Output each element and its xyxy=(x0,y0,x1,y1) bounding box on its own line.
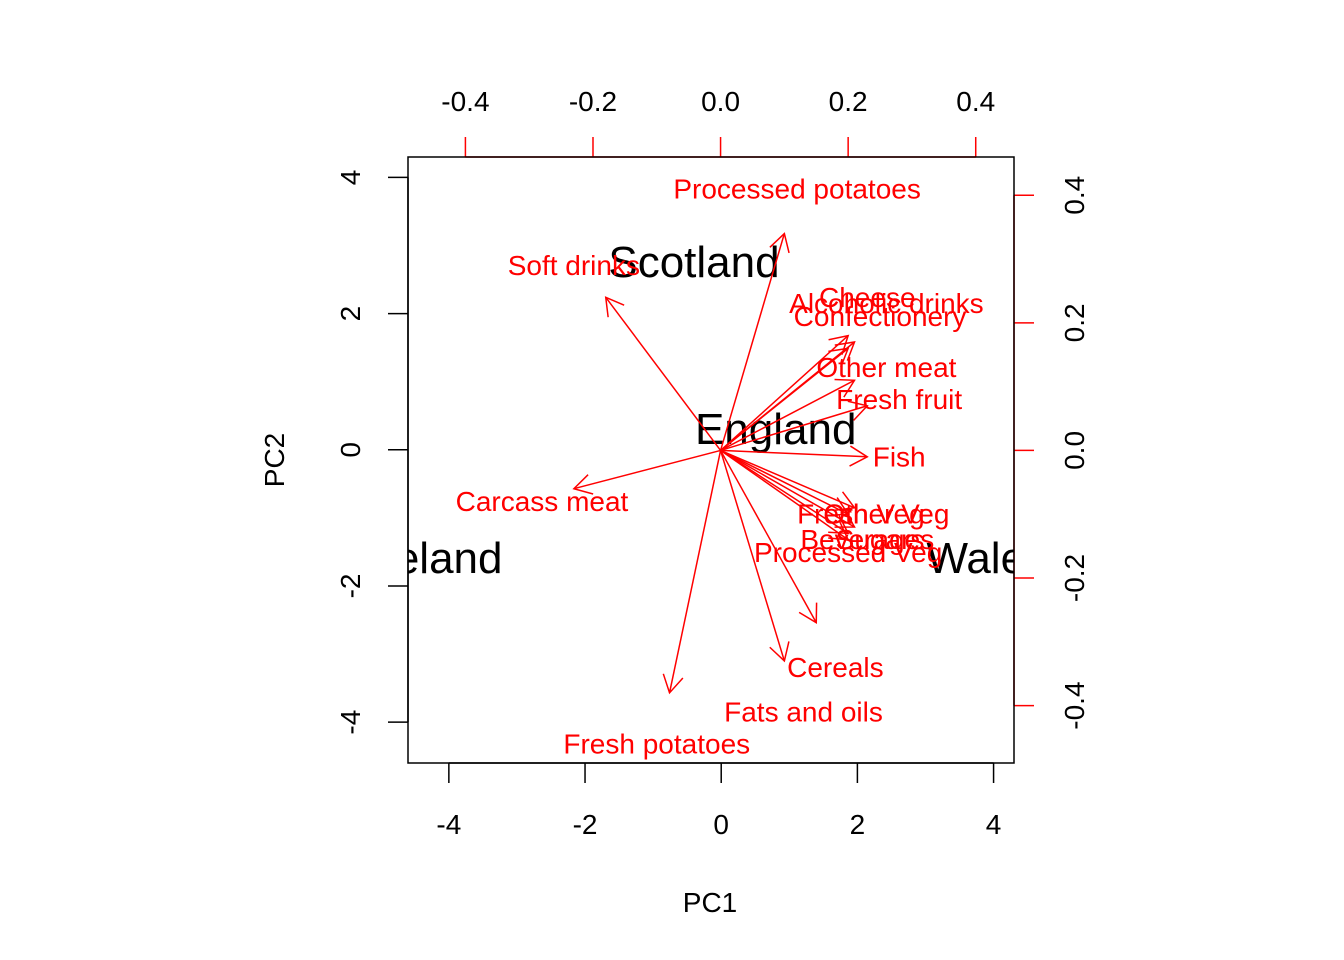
x-axis-title: PC1 xyxy=(683,887,737,918)
loading-label: Confectionery xyxy=(794,301,967,332)
loading-arrow xyxy=(719,450,817,624)
loading-arrow xyxy=(720,449,849,515)
plot-frame xyxy=(407,156,1015,764)
loading-arrow xyxy=(719,450,786,662)
loading-arrowhead xyxy=(834,509,856,528)
loading-arrow xyxy=(605,296,722,451)
top-tick-label: -0.2 xyxy=(569,86,617,117)
loading-arrowhead xyxy=(572,474,594,495)
top-tick-label: 0.2 xyxy=(829,86,868,117)
loading-label: Processed Veg xyxy=(754,537,942,568)
x-tick-label: 2 xyxy=(850,809,866,840)
right-tick-label: 0.2 xyxy=(1059,303,1090,342)
top-tick-label: -0.4 xyxy=(441,86,489,117)
loading-arrowhead xyxy=(828,521,850,541)
x-tick-label: 0 xyxy=(713,809,729,840)
loading-arrowhead xyxy=(604,296,625,318)
x-axis-bottom: -4 -2 0 2 4 xyxy=(436,762,1002,840)
right-tick-label: -0.4 xyxy=(1059,681,1090,729)
loading-arrow xyxy=(720,449,855,509)
y-axis-left: -4 -2 0 2 4 xyxy=(335,170,409,735)
loading-arrow xyxy=(720,347,849,452)
score-label: Scotland xyxy=(608,238,779,287)
top-tick-label: 0.0 xyxy=(701,86,740,117)
loading-arrowhead xyxy=(769,641,790,663)
loading-label: Fats and oils xyxy=(724,696,883,727)
loading-arrowhead xyxy=(662,673,684,695)
loading-arrowhead xyxy=(834,378,856,398)
right-tick-label: 0.4 xyxy=(1059,176,1090,215)
loading-arrow xyxy=(720,335,849,451)
loading-arrowhead xyxy=(847,400,869,421)
x-tick-label: -2 xyxy=(573,809,598,840)
y-tick-label: 2 xyxy=(335,306,366,322)
score-label: Ireland xyxy=(368,534,503,583)
loading-arrow xyxy=(720,449,849,541)
loading-arrow xyxy=(719,233,786,451)
loading-arrows: Processed potatoes Soft drinks CheeseAlcoh… xyxy=(456,173,984,759)
y-tick-label: -4 xyxy=(335,710,366,735)
loading-arrowhead xyxy=(769,232,790,254)
y-axis-title: PC2 xyxy=(259,433,290,487)
right-tick-label: 0.0 xyxy=(1059,431,1090,470)
loading-arrow xyxy=(668,450,722,693)
loading-arrowhead xyxy=(849,445,869,467)
loading-arrowhead xyxy=(798,602,818,624)
loading-arrow xyxy=(720,449,868,458)
x-axis-top: -0.4 -0.2 0.0 0.2 0.4 xyxy=(441,86,995,158)
x-tick-label: 4 xyxy=(986,809,1002,840)
loading-label: Processed potatoes xyxy=(673,173,921,204)
loading-label: Cereals xyxy=(787,652,883,683)
loading-arrowhead xyxy=(828,347,850,368)
loading-label: Cheese xyxy=(819,282,916,313)
loading-label: Soft drinks xyxy=(508,250,640,281)
loading-arrow xyxy=(720,449,849,534)
right-tick-label: -0.2 xyxy=(1059,554,1090,602)
loading-arrowhead xyxy=(834,341,856,361)
top-tick-label: 0.4 xyxy=(956,86,995,117)
score-label: Wales xyxy=(926,534,1047,583)
loading-label: Fresh fruit xyxy=(836,384,962,415)
score-label: England xyxy=(695,405,856,454)
loading-label: Fresh potatoes xyxy=(563,728,750,759)
loading-label: Sugars xyxy=(836,524,925,555)
y-tick-label: 4 xyxy=(335,170,366,186)
x-tick-label: -4 xyxy=(436,809,461,840)
loading-arrowhead xyxy=(828,515,850,535)
loading-arrowhead xyxy=(834,491,856,511)
loading-arrow xyxy=(720,405,868,452)
loading-arrow xyxy=(720,379,855,452)
loading-label: Beverages xyxy=(800,524,934,555)
loading-label: Alcoholic drinks xyxy=(789,288,984,319)
y-tick-label: -2 xyxy=(335,574,366,599)
loading-label: Carcass meat xyxy=(456,486,629,517)
loading-arrow xyxy=(573,449,721,490)
y-axis-right: -0.4 -0.2 0.0 0.2 0.4 xyxy=(1013,176,1090,730)
loading-label: Other meat xyxy=(816,352,956,383)
loading-arrow xyxy=(720,449,855,528)
loading-label: Fish xyxy=(873,441,926,472)
y-tick-label: 0 xyxy=(335,442,366,458)
